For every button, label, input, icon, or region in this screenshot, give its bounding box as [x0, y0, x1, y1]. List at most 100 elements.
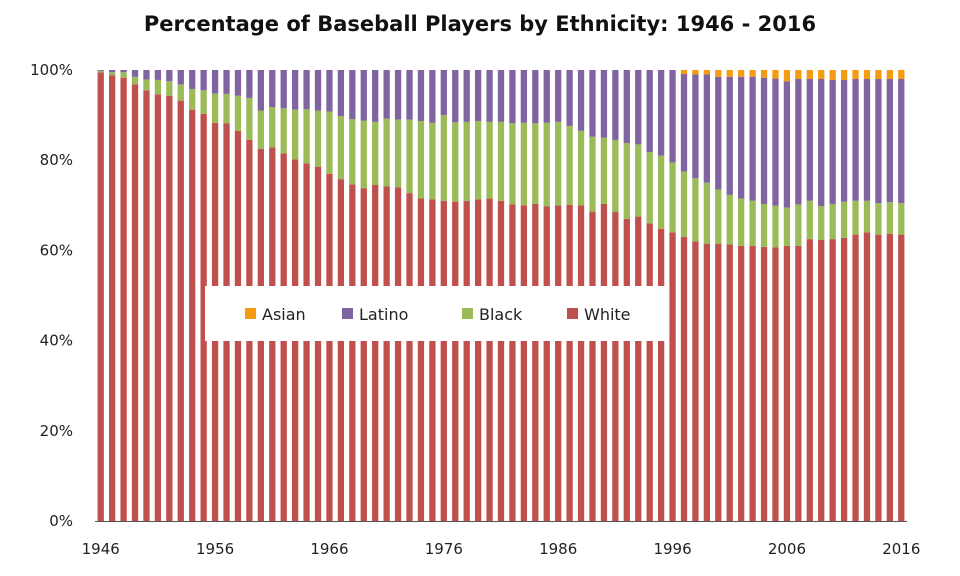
bar-segment-black — [394, 119, 402, 188]
bar-segment-latino — [806, 79, 813, 201]
bar-segment-white — [189, 109, 196, 521]
bar-segment-white — [840, 237, 848, 521]
bar-segment-latino — [143, 70, 150, 80]
bar-segment-latino — [463, 70, 470, 122]
bar-segment-black — [795, 204, 802, 246]
bar-segment-latino — [680, 74, 688, 172]
legend-swatch-asian — [245, 308, 256, 319]
bar-segment-white — [509, 204, 516, 521]
bar-segment-asian — [749, 70, 756, 77]
bar-segment-latino — [543, 70, 550, 123]
bar-segment-black — [440, 115, 447, 201]
bar-segment-latino — [97, 70, 104, 71]
bar-segment-white — [177, 100, 184, 522]
bar-segment-latino — [497, 70, 505, 122]
bar-segment-latino — [349, 70, 356, 120]
bar-segment-white — [417, 198, 425, 522]
y-tick-label: 40% — [40, 332, 73, 350]
bar-segment-black — [829, 203, 836, 240]
bar-segment-latino — [657, 70, 665, 156]
bar-segment-black — [314, 110, 322, 167]
bar-segment-white — [131, 84, 139, 522]
bar-segment-black — [280, 108, 287, 154]
legend-swatch-white — [567, 308, 578, 319]
bar-segment-black — [657, 155, 665, 229]
bar-segment-black — [200, 90, 207, 114]
bar-segment-asian — [703, 70, 710, 75]
bar-segment-black — [669, 162, 676, 233]
bar-segment-latino — [749, 76, 756, 201]
bar-segment-white — [394, 187, 402, 521]
bar-segment-latino — [589, 70, 596, 137]
bar-segment-asian — [840, 70, 848, 80]
bar-segment-latino — [600, 70, 608, 138]
bar-segment-black — [806, 200, 813, 240]
bar-segment-latino — [692, 74, 699, 179]
bar-segment-latino — [566, 70, 573, 126]
bar-segment-asian — [806, 70, 813, 80]
bar-segment-black — [692, 178, 699, 242]
bar-segment-black — [520, 122, 528, 206]
bar-segment-white — [452, 201, 459, 521]
legend: Asian Latino Black White — [205, 286, 667, 341]
bar-segment-latino — [223, 70, 230, 94]
bar-segment-latino — [852, 79, 859, 201]
bar-segment-black — [211, 93, 219, 123]
bar-segment-latino — [326, 70, 333, 112]
bar-segment-white — [349, 184, 356, 522]
bar-segment-black — [726, 194, 733, 245]
y-tick-label: 20% — [40, 422, 73, 440]
bar-segment-latino — [269, 70, 276, 107]
bar-segment-white — [337, 179, 345, 521]
bar-segment-white — [852, 234, 859, 521]
bar-segment-white — [166, 95, 173, 522]
bar-segment-latino — [898, 79, 905, 204]
legend-box — [205, 286, 667, 341]
bar-segment-black — [875, 203, 882, 235]
bar-segment-white — [818, 240, 825, 521]
bar-segment-white — [97, 72, 104, 521]
legend-label-black: Black — [479, 305, 523, 324]
bar-segment-latino — [234, 70, 242, 96]
bar-segment-white — [303, 163, 310, 522]
bar-segment-latino — [417, 70, 425, 121]
bar-segment-white — [497, 200, 505, 522]
bar-segment-white — [680, 236, 688, 521]
bar-segment-latino — [612, 70, 619, 140]
bar-segment-latino — [738, 76, 745, 199]
bar-segment-white — [669, 232, 676, 522]
bar-segment-latino — [429, 70, 436, 123]
bar-segment-black — [898, 203, 905, 235]
bar-segment-black — [486, 121, 493, 199]
bar-segment-black — [463, 121, 470, 201]
bar-segment-black — [818, 206, 825, 241]
y-tick-label: 100% — [30, 61, 73, 79]
y-tick-label: 0% — [49, 512, 73, 530]
bar-segment-latino — [109, 70, 116, 73]
bar-segment-white — [143, 90, 150, 522]
bar-segment-white — [875, 234, 882, 521]
bar-segment-black — [429, 122, 436, 200]
bar-segment-white — [738, 245, 745, 521]
bar-segment-white — [863, 232, 871, 522]
bar-segment-latino — [669, 70, 676, 163]
bar-segment-latino — [863, 79, 871, 201]
bar-segment-black — [863, 200, 871, 233]
bar-segment-asian — [760, 70, 768, 78]
bar-segment-black — [532, 123, 539, 204]
bar-segment-latino — [177, 70, 184, 85]
bar-segment-white — [795, 245, 802, 521]
bar-segment-asian — [680, 70, 688, 75]
bar-segment-latino — [406, 70, 413, 120]
bar-segment-white — [440, 200, 447, 522]
x-tick-label: 2016 — [882, 540, 920, 558]
bar-segment-latino — [623, 70, 630, 144]
x-tick-label: 1956 — [196, 540, 234, 558]
bar-segment-white — [589, 211, 596, 522]
bar-segment-latino — [577, 70, 585, 131]
bar-segment-latino — [452, 70, 459, 123]
bar-segment-latino — [200, 70, 207, 91]
bar-segment-latino — [795, 79, 802, 205]
bar-segment-latino — [257, 70, 264, 111]
bar-segment-latino — [120, 70, 127, 73]
